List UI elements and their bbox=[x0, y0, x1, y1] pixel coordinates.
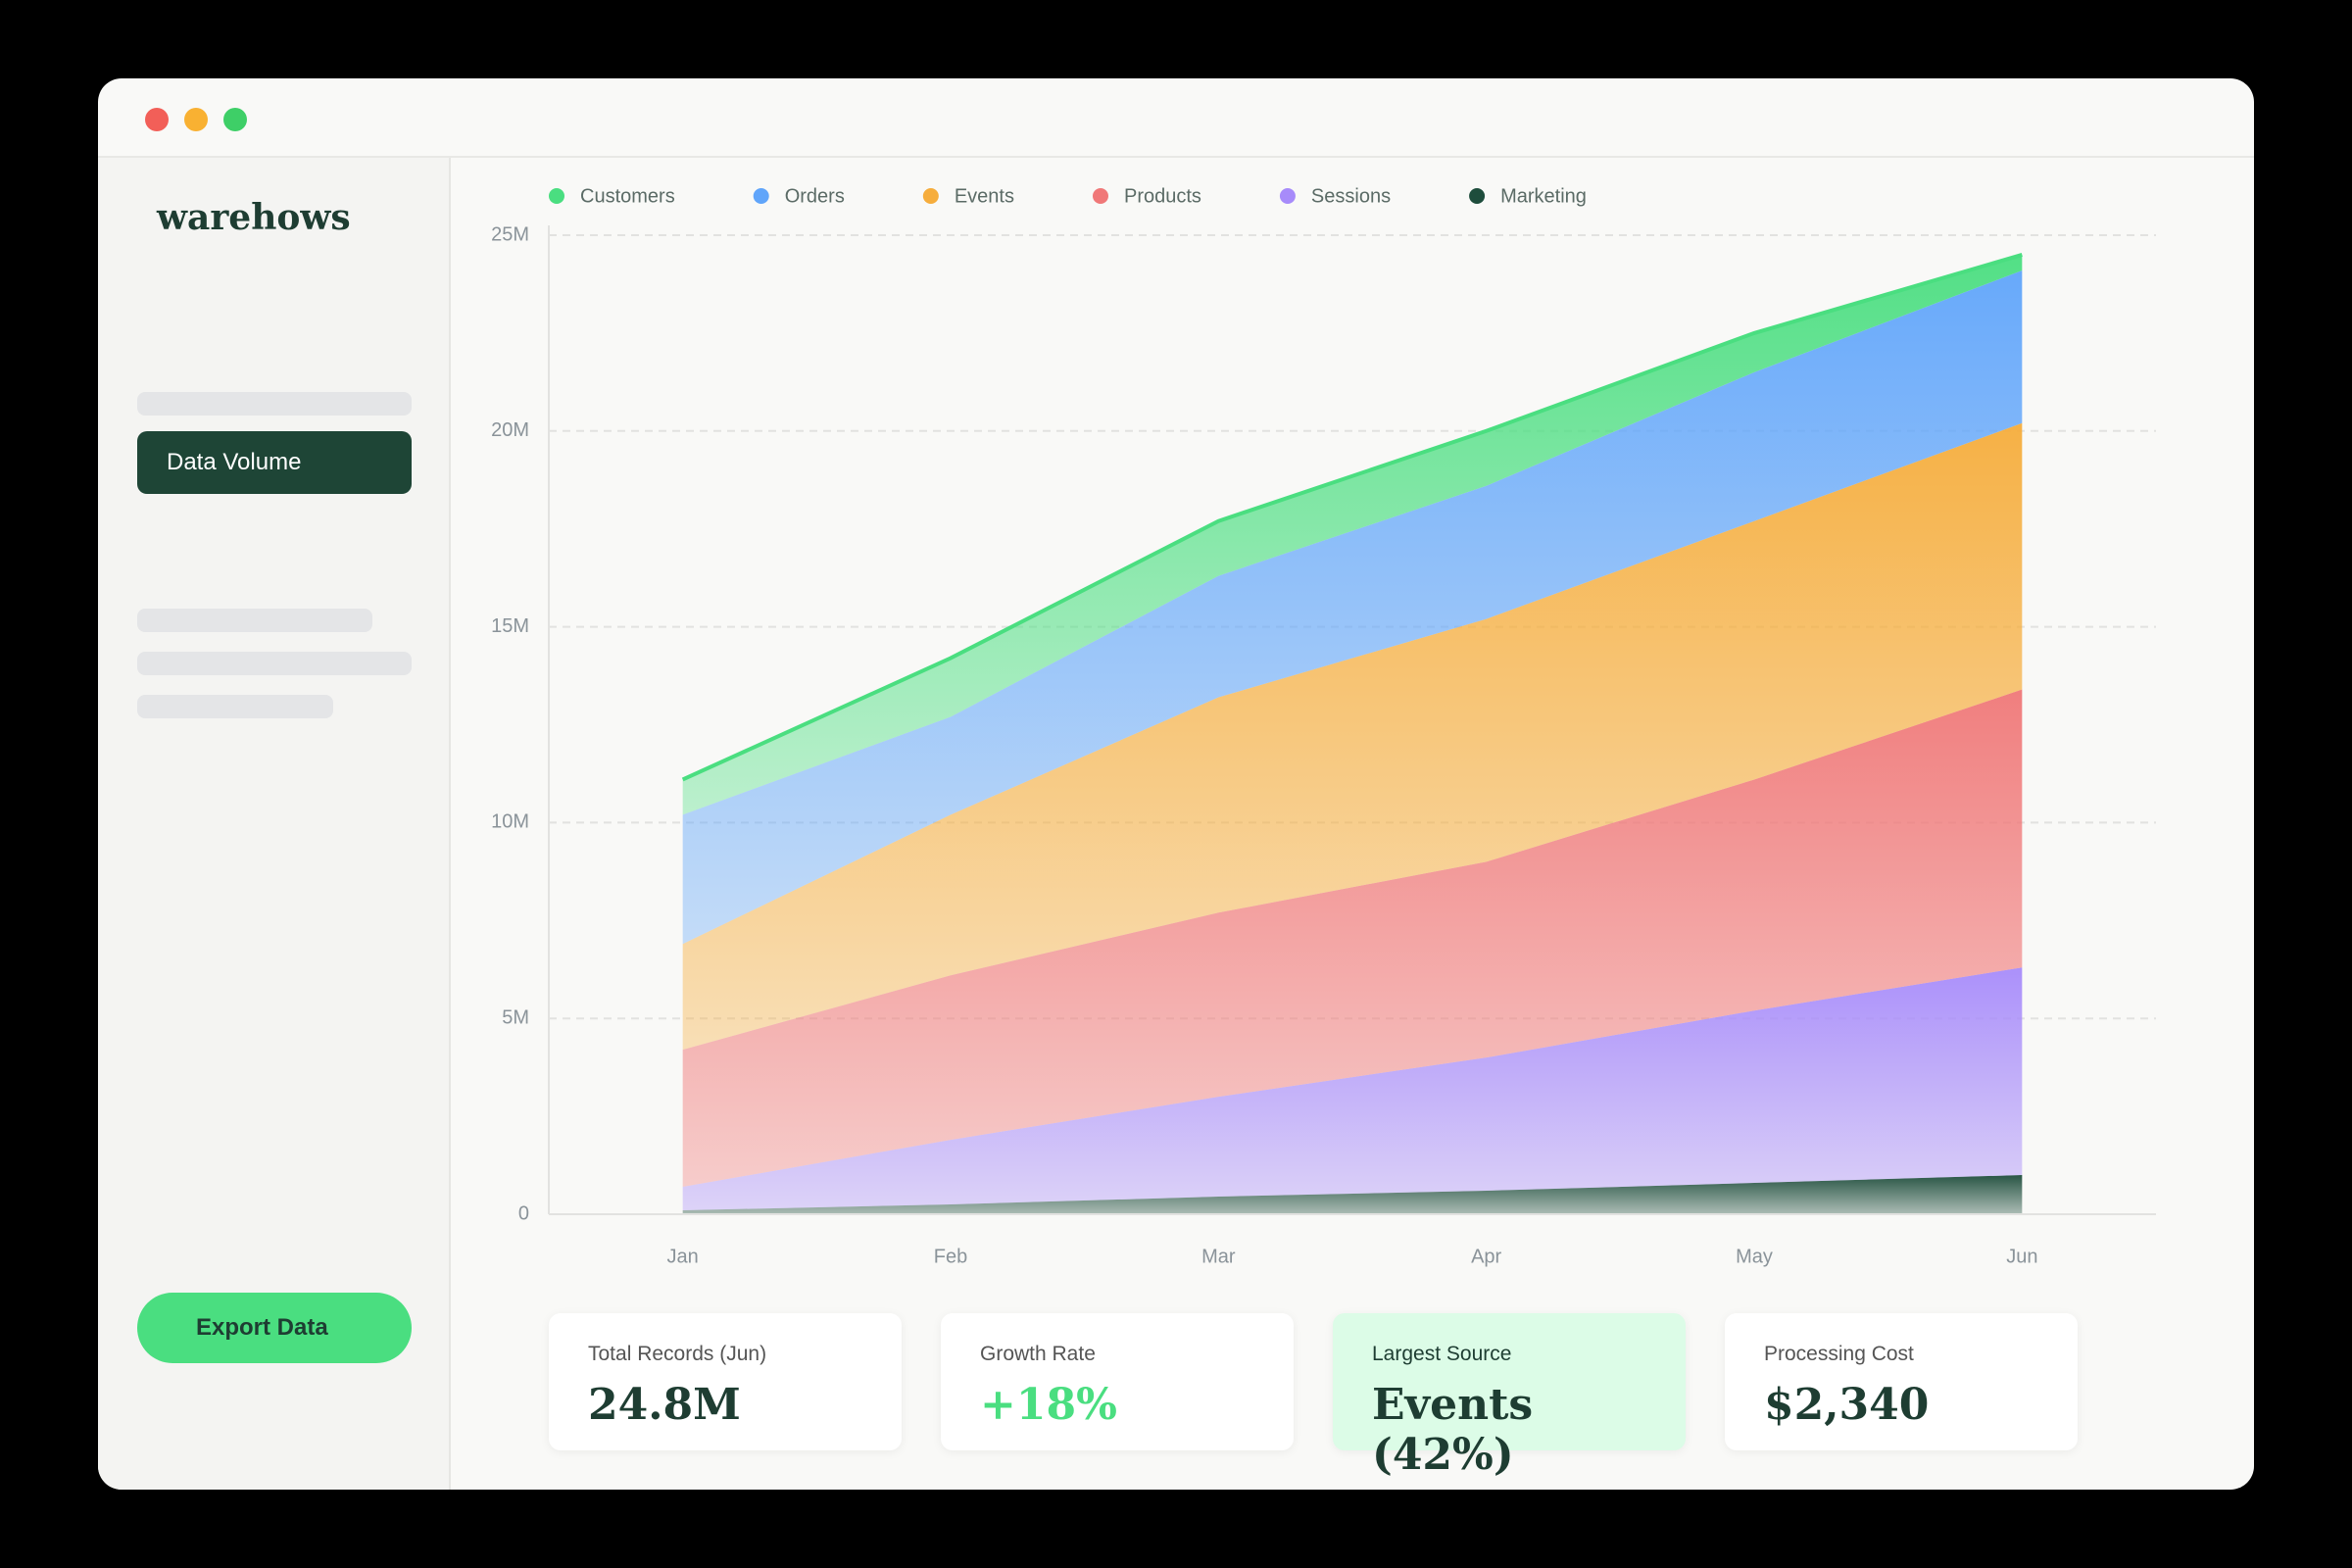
skeleton bbox=[137, 392, 412, 416]
card-label: Processing Cost bbox=[1764, 1343, 1914, 1365]
maximize-dot[interactable] bbox=[223, 108, 247, 131]
area-edge bbox=[681, 253, 2023, 782]
area bbox=[682, 270, 2023, 945]
x-tick-label: Feb bbox=[934, 1246, 967, 1267]
export-button[interactable]: Export Data bbox=[137, 1293, 412, 1363]
y-tick-label: 10M bbox=[491, 811, 529, 833]
card-label: Total Records (Jun) bbox=[588, 1343, 767, 1365]
legend-dot bbox=[1469, 188, 1486, 204]
title-bar bbox=[98, 78, 2254, 158]
legend-label: Events bbox=[955, 185, 1014, 207]
stat-card: Growth Rate +18% bbox=[941, 1313, 1294, 1450]
area bbox=[682, 967, 2023, 1211]
legend-label: Orders bbox=[785, 185, 845, 207]
skeleton bbox=[137, 609, 372, 632]
card-value: Events (42%) bbox=[1372, 1380, 1534, 1480]
logo: warehows bbox=[157, 197, 351, 238]
card-label: Largest Source bbox=[1372, 1343, 1512, 1365]
x-tick-label: Mar bbox=[1201, 1246, 1236, 1267]
area bbox=[682, 254, 2023, 815]
area bbox=[682, 422, 2023, 1051]
close-dot[interactable] bbox=[145, 108, 169, 131]
legend-label: Customers bbox=[580, 185, 675, 207]
skeleton bbox=[137, 652, 412, 675]
area bbox=[682, 1175, 2023, 1214]
legend-dot bbox=[922, 188, 939, 204]
stat-card: Largest Source Events (42%) bbox=[1333, 1313, 1686, 1480]
y-tick-label: 15M bbox=[491, 615, 529, 637]
card-label: Growth Rate bbox=[980, 1343, 1096, 1365]
y-tick-label: 20M bbox=[491, 419, 529, 441]
y-tick-label: 5M bbox=[502, 1006, 529, 1028]
area bbox=[682, 689, 2023, 1188]
legend-dot bbox=[1092, 188, 1108, 204]
card-value: +18% bbox=[980, 1380, 1117, 1430]
legend-label: Sessions bbox=[1311, 185, 1391, 207]
x-tick-label: May bbox=[1736, 1246, 1773, 1267]
stat-card: Processing Cost $2,340 bbox=[1725, 1313, 2078, 1450]
skeleton bbox=[137, 695, 333, 718]
y-tick-label: 0 bbox=[518, 1202, 529, 1224]
legend-dot bbox=[753, 188, 769, 204]
x-tick-label: Apr bbox=[1471, 1246, 1501, 1267]
x-tick-label: Jun bbox=[2006, 1246, 2037, 1267]
nav-item-active[interactable]: Data Volume bbox=[137, 431, 412, 494]
card-value: $2,340 bbox=[1764, 1380, 1930, 1430]
legend-dot bbox=[1279, 188, 1296, 204]
x-tick-label: Jan bbox=[667, 1246, 699, 1267]
minimize-dot[interactable] bbox=[184, 108, 208, 131]
y-tick-label: 25M bbox=[491, 223, 529, 245]
legend-label: Products bbox=[1124, 185, 1201, 207]
card-value: 24.8M bbox=[588, 1380, 741, 1430]
stat-card: Total Records (Jun) 24.8M bbox=[549, 1313, 902, 1450]
legend-label: Marketing bbox=[1500, 185, 1587, 207]
legend-dot bbox=[549, 188, 564, 204]
